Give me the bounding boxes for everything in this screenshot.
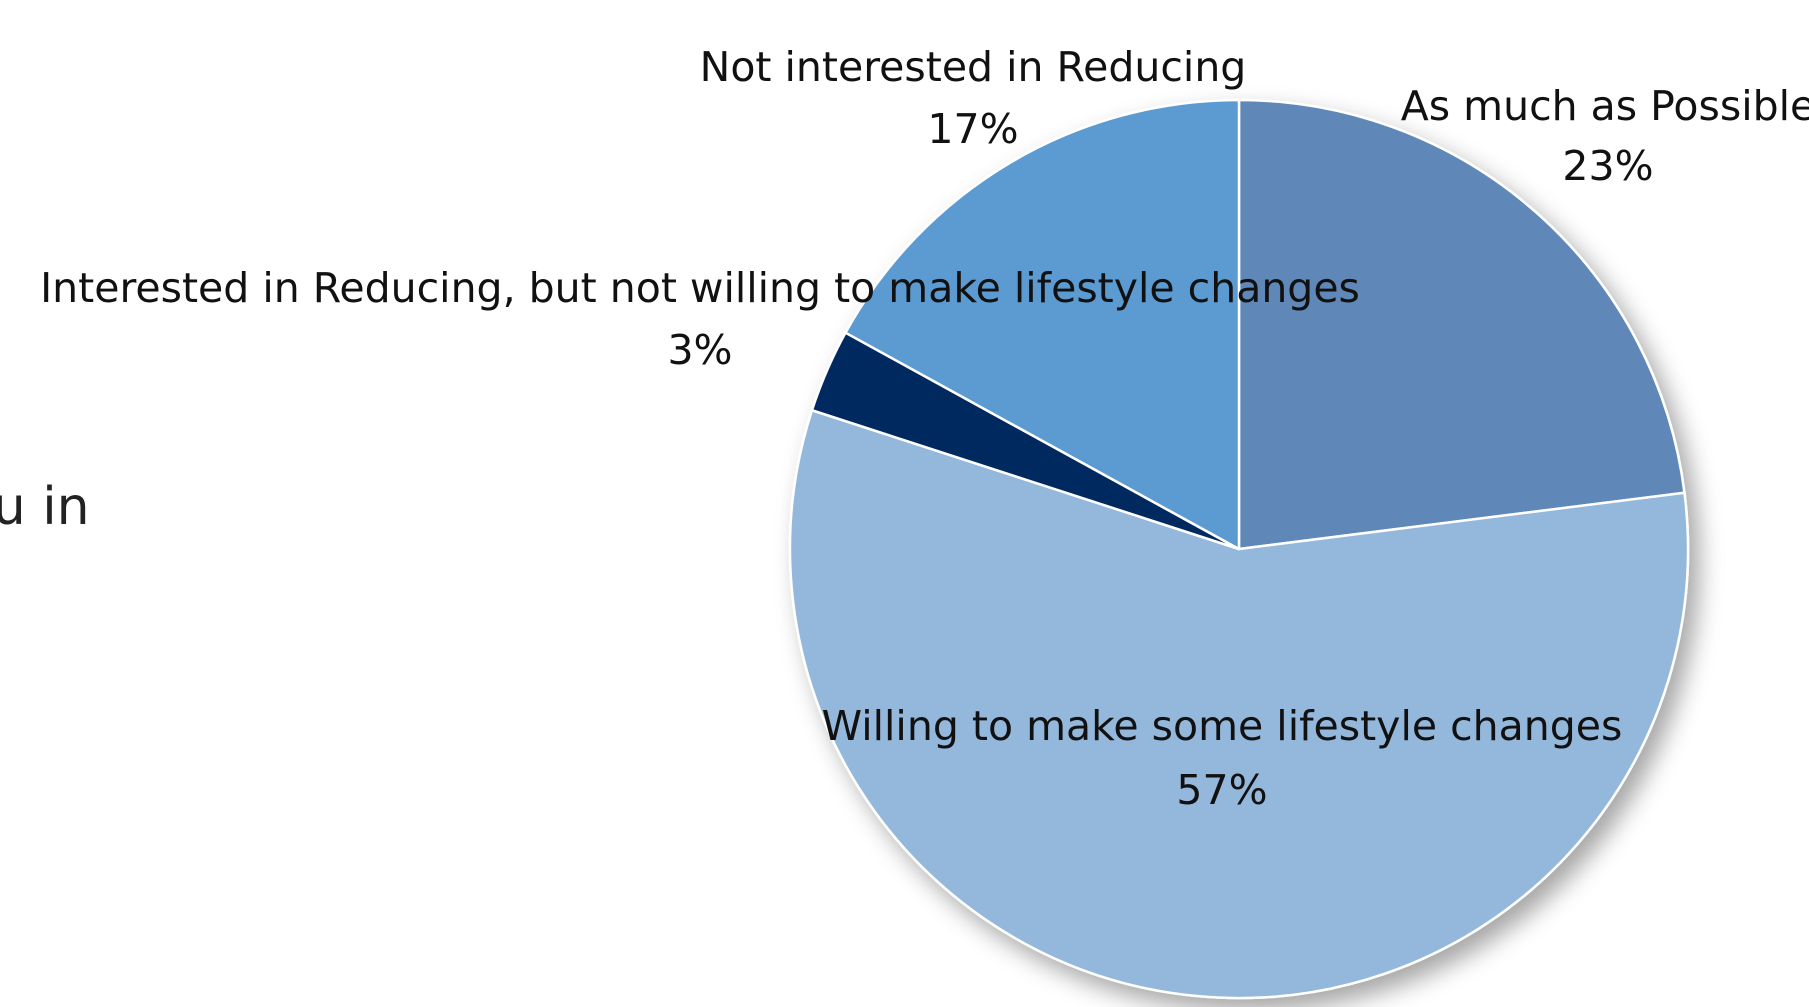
pie-slice-4 <box>844 98 1241 551</box>
pie-slice-1 <box>1237 98 1686 551</box>
slice-percent-label: 3% <box>667 326 732 374</box>
slice-category-label: As much as Possible <box>1401 82 1809 130</box>
slice-category-label: Willing to make some lifestyle changes <box>822 702 1623 750</box>
pie-slices <box>788 98 1690 1000</box>
slice-percent-label: 17% <box>927 105 1018 153</box>
pie-labels: As much as Possible 23% Willing to make so… <box>40 43 1809 814</box>
slice-percent-label: 57% <box>1176 766 1267 814</box>
slice-category-label: Interested in Reducing, but not willing … <box>40 264 1360 312</box>
slice-percent-label: 23% <box>1562 142 1653 190</box>
slice-category-label: Not interested in Reducing <box>700 43 1247 91</box>
question-text: d are you in personal nt? <box>0 477 90 594</box>
pie-slice-2 <box>788 409 1690 1000</box>
